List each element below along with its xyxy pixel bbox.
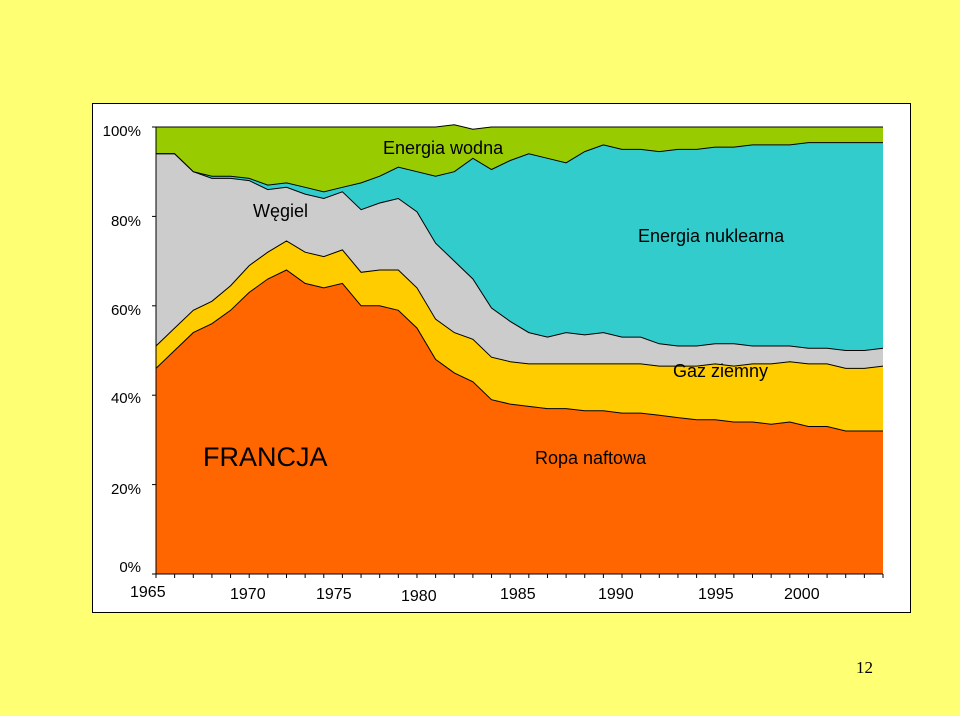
area-series-3 <box>156 142 883 351</box>
x-tick-label-1970: 1970 <box>230 586 266 603</box>
area-series-4 <box>156 124 883 192</box>
area-series-1 <box>156 241 883 431</box>
label-ropa-naftowa: Ropa naftowa <box>535 448 647 468</box>
x-tick-label-1980: 1980 <box>401 588 437 605</box>
y-tick-label-0: 0% <box>119 559 141 576</box>
label-wegiel: Węgiel <box>253 201 309 221</box>
chart-frame: 0% 20% 40% 60% 80% 100% 1965 1970 1975 1… <box>92 103 911 613</box>
series-boundary-line-3 <box>156 142 883 193</box>
stacked-area-chart <box>152 124 884 578</box>
y-tick-label-60: 60% <box>110 302 141 319</box>
series-boundary-line-2 <box>156 153 884 351</box>
x-tick-label-1990: 1990 <box>598 586 634 603</box>
y-tick-label-100: 100% <box>102 123 141 140</box>
y-tick-label-40: 40% <box>110 390 141 407</box>
series-boundary-line-1 <box>155 240 884 369</box>
x-tick-label-1965: 1965 <box>130 584 166 601</box>
area-series-0 <box>156 270 883 574</box>
area-series-2 <box>156 153 883 369</box>
x-tick-label-1975: 1975 <box>316 586 352 603</box>
x-tick-label-1995: 1995 <box>698 586 734 603</box>
y-tick-label-20: 20% <box>110 481 141 498</box>
label-energia-nuklearna: Energia nuklearna <box>638 226 785 246</box>
page-number: 12 <box>856 658 873 677</box>
x-tick-label-2000: 2000 <box>784 586 820 603</box>
chart-title: FRANCJA <box>203 442 328 472</box>
series-boundary-line-0 <box>155 269 883 432</box>
y-tick-label-80: 80% <box>110 213 141 230</box>
label-gaz-ziemny: Gaz ziemny <box>673 361 769 381</box>
x-tick-label-1985: 1985 <box>500 586 536 603</box>
series-boundary-line-4 <box>156 124 883 130</box>
label-energia-wodna: Energia wodna <box>383 138 504 158</box>
